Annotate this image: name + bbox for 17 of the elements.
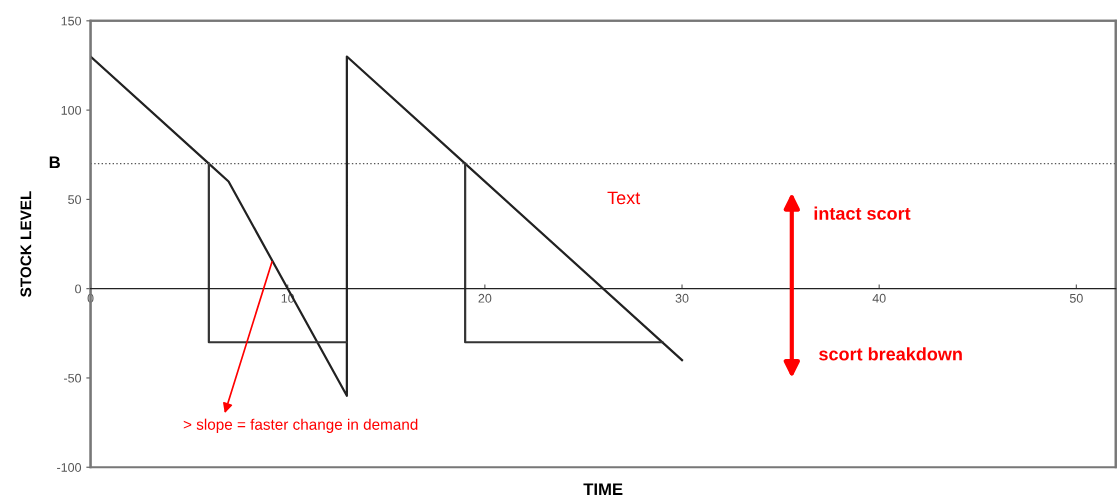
y-tick-label: 150 — [61, 16, 82, 26]
x-axis-title: TIME — [583, 483, 623, 495]
y-tick-label: -50 — [64, 373, 82, 383]
y-tick-label: 100 — [61, 105, 82, 115]
y-tick-label: 50 — [68, 195, 82, 205]
y-axis-title: STOCK LEVEL — [20, 191, 32, 297]
annotation: > slope = faster change in demand — [183, 418, 418, 433]
y-tick-label: -100 — [57, 463, 82, 472]
x-tick-label: 30 — [675, 293, 689, 303]
ref-line-label: B — [49, 156, 60, 168]
x-tick-label: 40 — [872, 293, 886, 303]
y-tick-label: 0 — [75, 284, 82, 294]
annotation: scort breakdown — [819, 347, 962, 361]
x-tick-label: 50 — [1069, 293, 1083, 303]
annotation: intact scort — [814, 206, 911, 220]
annotation: Text — [607, 191, 641, 205]
x-tick-label: 20 — [478, 293, 492, 303]
